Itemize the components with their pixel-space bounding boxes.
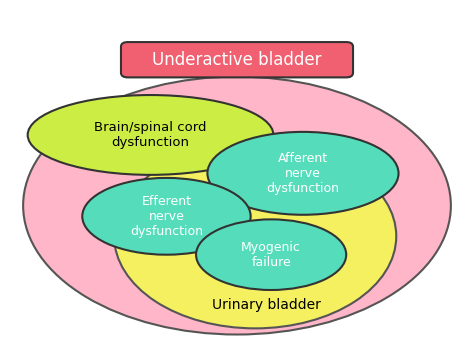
Ellipse shape xyxy=(82,178,251,255)
FancyBboxPatch shape xyxy=(121,42,353,77)
Text: Brain/spinal cord
dysfunction: Brain/spinal cord dysfunction xyxy=(94,121,207,149)
Text: Afferent
nerve
dysfunction: Afferent nerve dysfunction xyxy=(266,152,339,195)
Ellipse shape xyxy=(208,132,399,215)
Text: Urinary bladder: Urinary bladder xyxy=(212,298,321,312)
Ellipse shape xyxy=(114,144,396,328)
Ellipse shape xyxy=(196,219,346,290)
Ellipse shape xyxy=(27,95,273,175)
Text: Myogenic
failure: Myogenic failure xyxy=(241,241,301,269)
Ellipse shape xyxy=(23,77,451,335)
Text: Underactive bladder: Underactive bladder xyxy=(152,51,322,69)
Text: Efferent
nerve
dysfunction: Efferent nerve dysfunction xyxy=(130,195,203,238)
